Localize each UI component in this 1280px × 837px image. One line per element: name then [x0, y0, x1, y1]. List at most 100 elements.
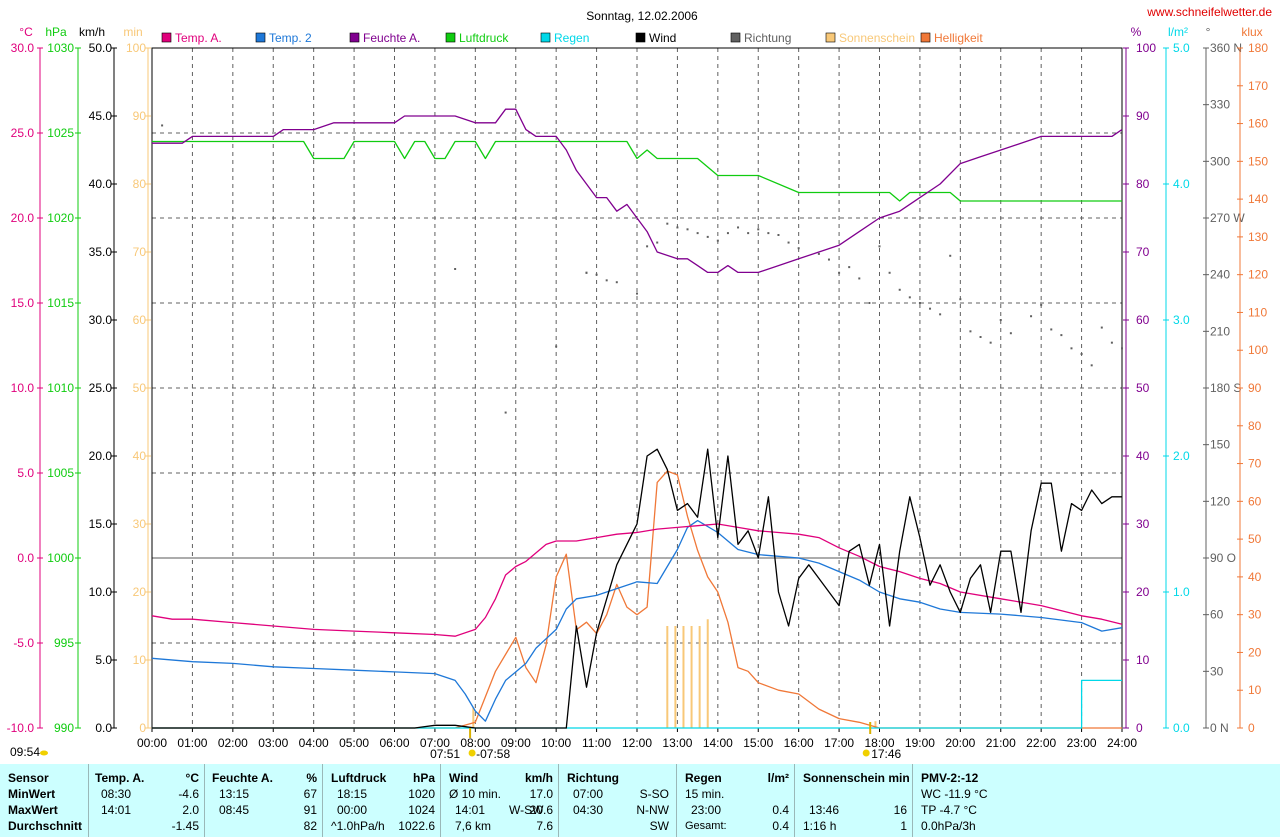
direction-point: [787, 241, 790, 244]
legend-label: Richtung: [744, 31, 791, 45]
axis-tick-label-wind: 45.0: [89, 109, 113, 123]
x-tick-label: 11:00: [582, 736, 611, 750]
legend-swatch: [255, 32, 266, 43]
axis-tick-label-sunmin: 40: [133, 449, 147, 463]
direction-point: [989, 341, 992, 344]
stats-col-wind: Wind km/h Ø 10 min. 17.0 14:01 W-SW 20.6 7,6…: [440, 764, 559, 837]
direction-point: [504, 411, 507, 414]
axis-tick-label-press: 1005: [47, 466, 74, 480]
direction-point: [1100, 326, 1103, 329]
axis-tick-label-bright: 50: [1248, 532, 1262, 546]
chart-title: Sonntag, 12.02.2006: [586, 9, 698, 23]
x-tick-label: 24:00: [1107, 736, 1137, 750]
axis-tick-label-press: 1030: [47, 41, 74, 55]
axis-tick-label-bright: 120: [1248, 268, 1268, 282]
axis-tick-label-humid: 30: [1136, 517, 1150, 531]
axis-tick-label-rain: 2.0: [1173, 449, 1190, 463]
axis-tick-label-temp: 30.0: [11, 41, 35, 55]
stats-dir-min: S-SO: [639, 787, 669, 801]
axis-tick-label-sunmin: 10: [133, 653, 147, 667]
axis-tick-label-rain: 0.0: [1173, 721, 1190, 735]
stats-pmv-windchill: WC -11.9 °C: [921, 787, 988, 801]
legend-swatch: [445, 32, 456, 43]
axis-tick-label-wind: 5.0: [95, 653, 112, 667]
axis-tick-label-humid: 10: [1136, 653, 1150, 667]
axis-tick-label-rain: 5.0: [1173, 41, 1190, 55]
axis-tick-label-wind: 40.0: [89, 177, 113, 191]
stats-temp-header: Temp. A.: [95, 771, 145, 785]
stats-col-humid: Feuchte A.% 13:15 67 08:45 91 82: [204, 764, 323, 837]
axis-tick-label-wind: 0.0: [95, 721, 112, 735]
axis-tick-label-temp: -5.0: [13, 636, 34, 650]
direction-point: [908, 296, 911, 299]
axis-tick-label-rain: 3.0: [1173, 313, 1190, 327]
stats-row-label: Durchschnitt: [8, 819, 83, 833]
axis-tick-label-dir: 180 S: [1210, 381, 1241, 395]
legend-label: Wind: [649, 31, 676, 45]
axis-tick-label-dir: 120: [1210, 494, 1230, 508]
series-line-wind: [152, 448, 1122, 729]
x-tick-label: 01:00: [177, 736, 207, 750]
direction-point: [726, 232, 729, 235]
x-tick-label: 16:00: [784, 736, 814, 750]
axis-tick-label-bright: 140: [1248, 192, 1268, 206]
stats-wind-max: 20.6: [529, 803, 553, 817]
stats-col-dir: Richtung 07:00 S-SO 04:30 N-NW SW: [558, 764, 677, 837]
site-link[interactable]: www.schneifelwetter.de: [1146, 5, 1272, 19]
direction-point: [838, 271, 841, 274]
axis-tick-label-wind: 30.0: [89, 313, 113, 327]
direction-point: [868, 302, 871, 304]
direction-point: [656, 241, 659, 244]
stats-press-trend: ^1.0hPa/h: [331, 819, 385, 833]
axis-tick-label-humid: 20: [1136, 585, 1150, 599]
stats-press-min-time: 18:15: [337, 787, 368, 801]
axis-tick-label-temp: 20.0: [11, 211, 35, 225]
unit-humid: %: [1131, 25, 1142, 39]
axis-tick-label-sunmin: 0: [139, 721, 146, 735]
direction-point: [878, 245, 881, 248]
direction-point: [939, 313, 942, 316]
axis-tick-label-dir: 150: [1210, 438, 1230, 452]
stats-press-avg: 1022.6: [398, 819, 435, 833]
axis-tick-label-press: 1025: [47, 126, 74, 140]
direction-point: [585, 271, 588, 274]
direction-point: [797, 247, 800, 250]
stats-press-unit: hPa: [412, 771, 435, 785]
direction-point: [858, 277, 861, 280]
stats-dir-max: N-NW: [636, 803, 669, 817]
direction-point: [605, 279, 608, 282]
x-tick-label: 12:00: [622, 736, 652, 750]
x-tick-label: 02:00: [218, 736, 248, 750]
unit-brightness: klux: [1241, 25, 1262, 39]
stats-rain-total: 0.4: [772, 819, 789, 833]
stats-sun-max-time: 13:46: [809, 803, 840, 817]
current-time-label: 09:54: [10, 745, 40, 759]
axis-tick-label-humid: 0: [1136, 721, 1143, 735]
stats-pmv-trend: 0.0hPa/3h: [921, 819, 976, 833]
x-tick-label: 22:00: [1026, 736, 1056, 750]
axis-tick-label-bright: 150: [1248, 154, 1268, 168]
axis-tick-label-bright: 10: [1248, 683, 1262, 697]
axis-tick-label-humid: 90: [1136, 109, 1150, 123]
sun-markers: 09:54 07:51 -07:58 17:46: [10, 722, 902, 761]
axis-tick-label-press: 990: [54, 721, 74, 735]
sunshine-start-label: -07:58: [476, 747, 510, 761]
axis-tick-label-bright: 40: [1248, 570, 1262, 584]
direction-point: [1040, 303, 1043, 306]
x-tick-label: 09:00: [501, 736, 531, 750]
x-tick-label: 08:00: [460, 736, 490, 750]
axis-tick-label-bright: 160: [1248, 117, 1268, 131]
stats-sun-header: Sonnenschein min: [803, 771, 910, 785]
direction-point: [686, 228, 689, 231]
x-tick-label: 20:00: [945, 736, 975, 750]
stats-dir-avg: SW: [649, 819, 669, 833]
stats-col-pmv: PMV-2:-12 WC -11.9 °C TP -4.7 °C 0.0hPa/…: [912, 764, 1280, 837]
stats-col-press: Luftdruck hPa 18:15 1020 00:00 1024 ^1.0hPa…: [322, 764, 441, 837]
direction-point: [757, 228, 760, 231]
x-tick-label: 07:00: [420, 736, 450, 750]
axis-tick-label-bright: 180: [1248, 41, 1268, 55]
stats-col-rain: Regen l/m² 15 min. 23:00 0.4 Gesamt: 0.4: [676, 764, 795, 837]
axis-tick-label-bright: 80: [1248, 419, 1262, 433]
x-tick-label: 18:00: [864, 736, 894, 750]
axis-tick-label-humid: 80: [1136, 177, 1150, 191]
